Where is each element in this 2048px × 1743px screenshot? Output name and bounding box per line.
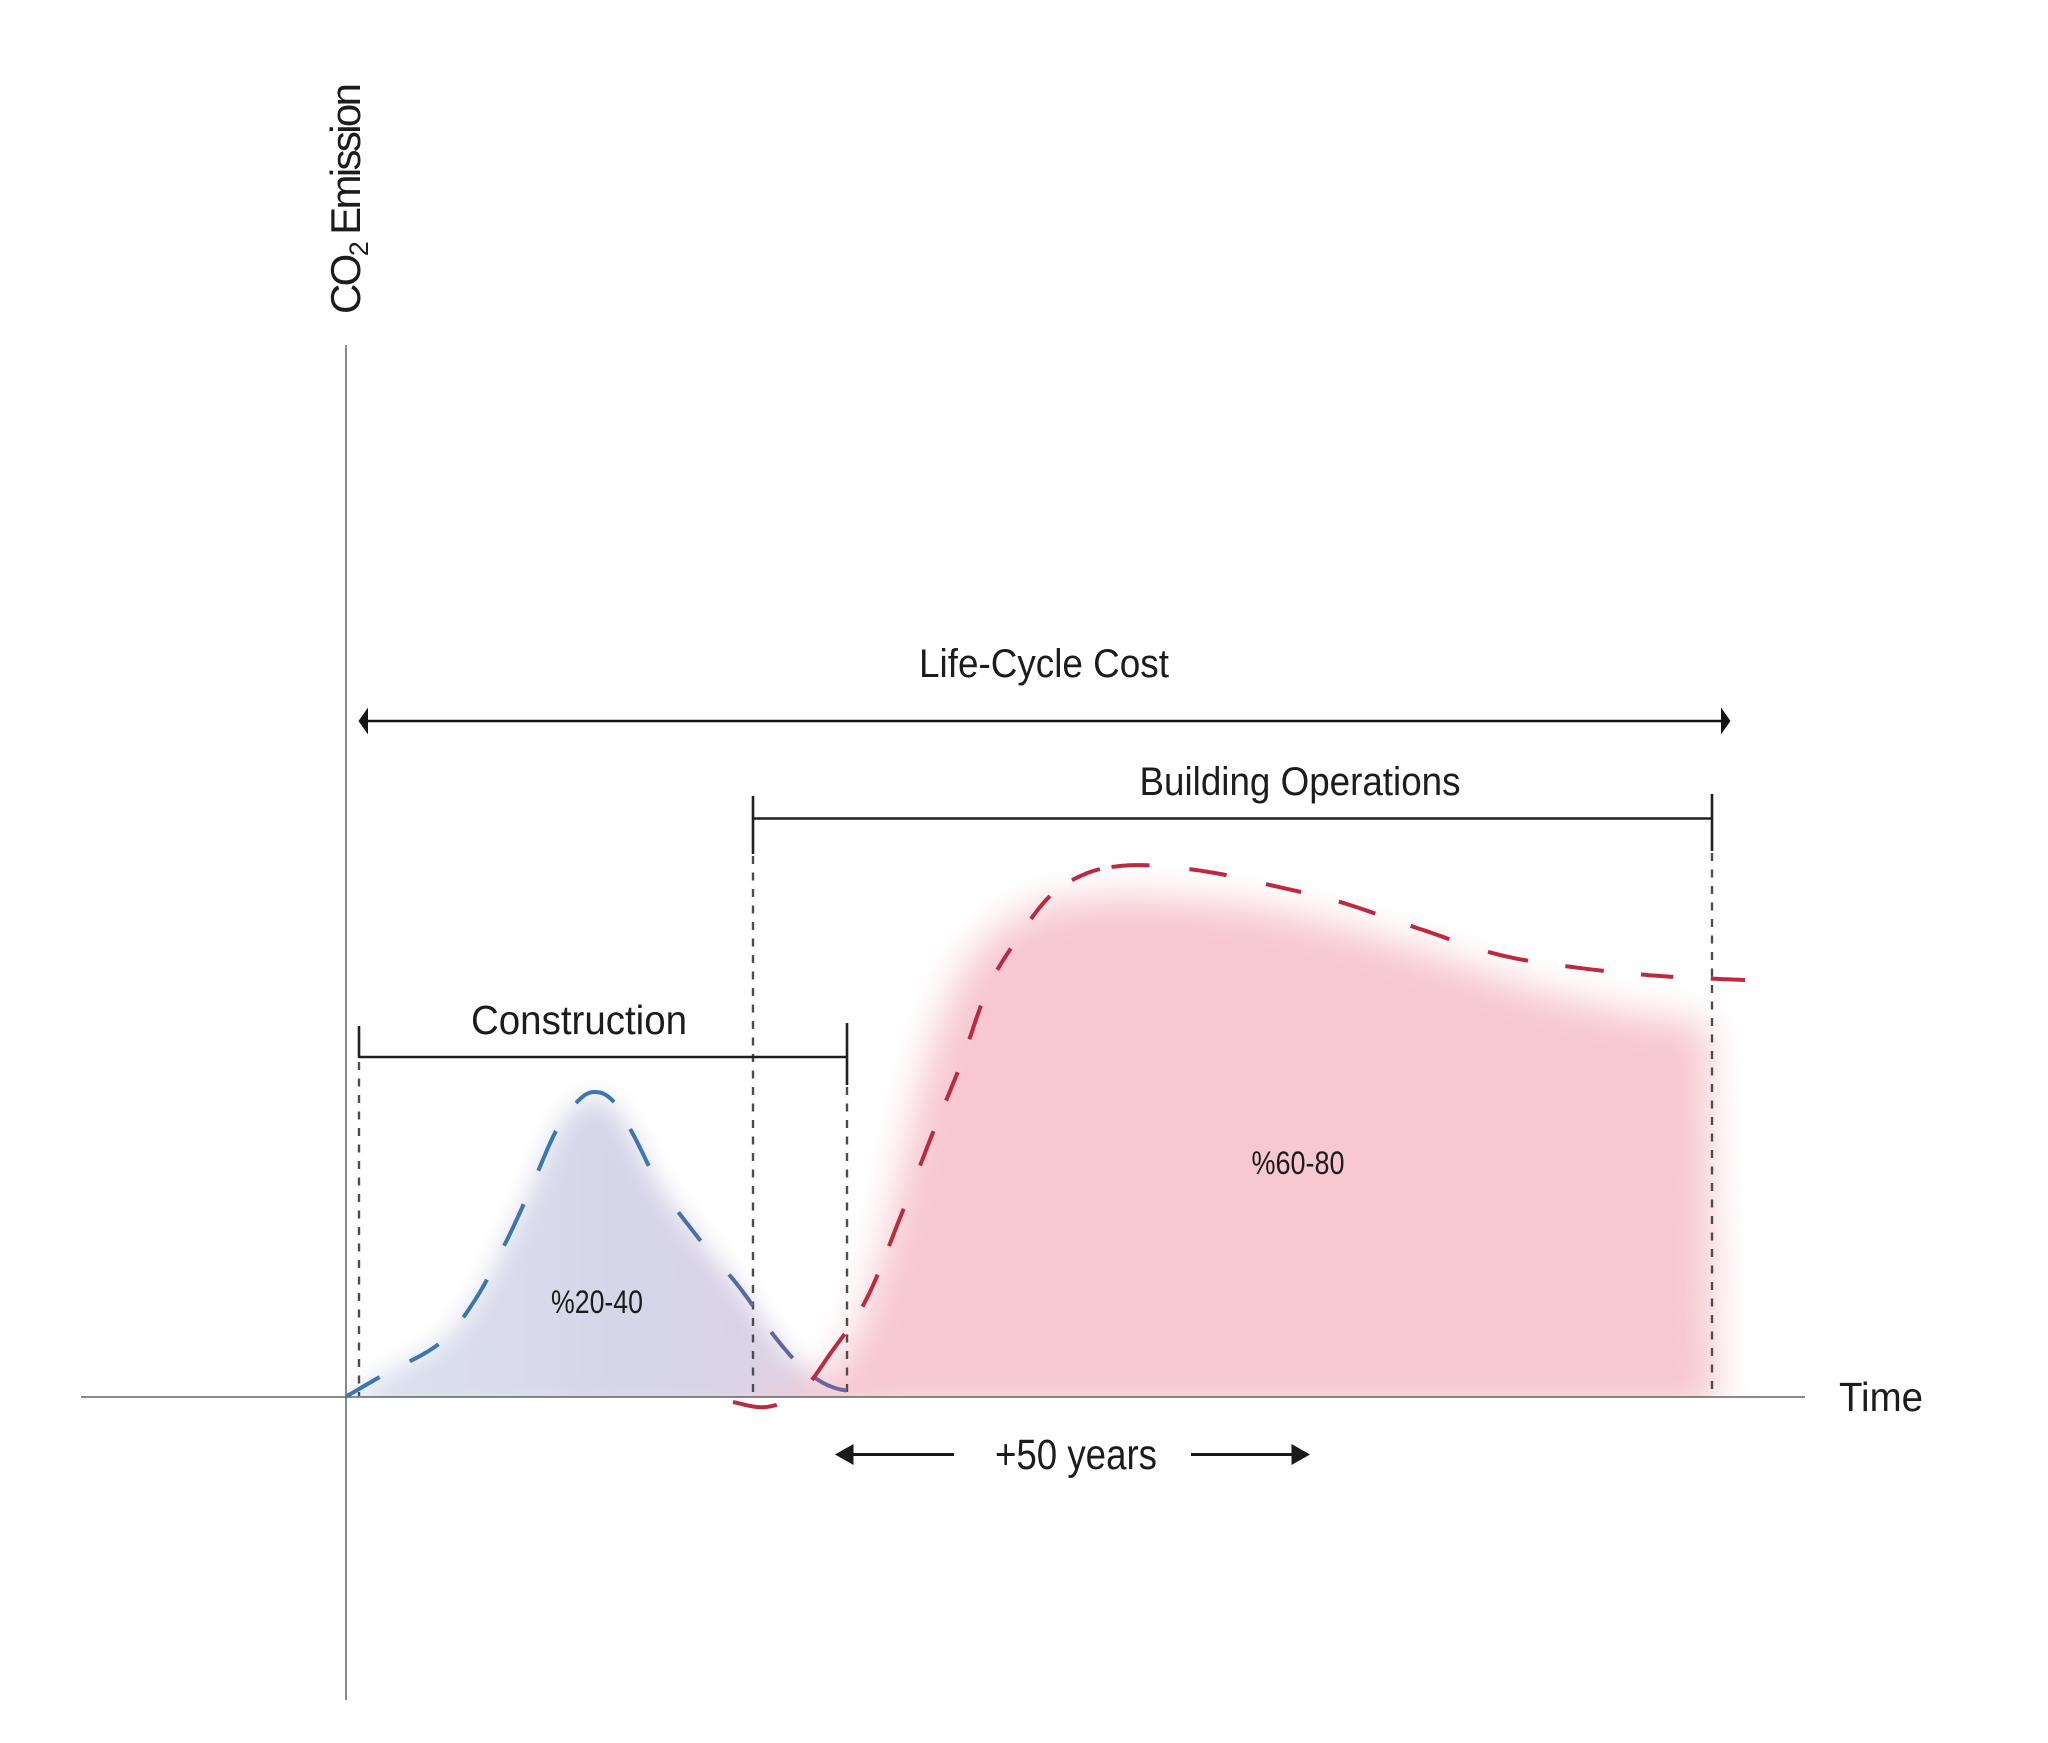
svg-text:%20-40: %20-40 bbox=[551, 1284, 643, 1320]
svg-text:Building Operations: Building Operations bbox=[1140, 760, 1461, 804]
svg-text:+50 years: +50 years bbox=[995, 1431, 1157, 1479]
svg-text:%60-80: %60-80 bbox=[1252, 1145, 1345, 1181]
svg-text:Life-Cycle Cost: Life-Cycle Cost bbox=[919, 642, 1169, 686]
svg-text:CO2 Emission: CO2 Emission bbox=[322, 83, 374, 314]
svg-text:Construction: Construction bbox=[471, 997, 687, 1043]
svg-text:Time: Time bbox=[1839, 1374, 1923, 1420]
